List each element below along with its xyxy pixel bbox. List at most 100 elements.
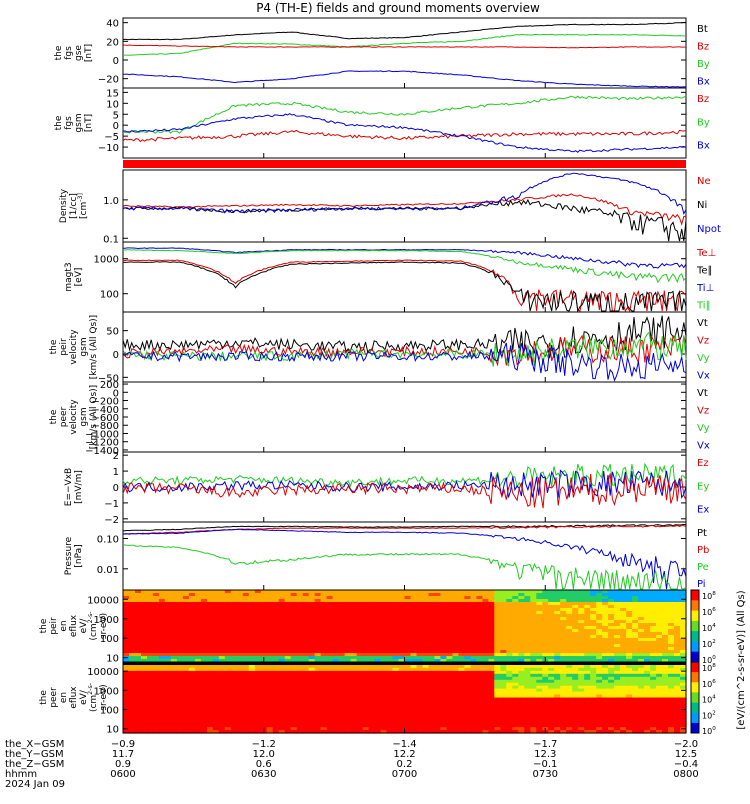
spectro-cell	[278, 712, 286, 716]
spectro-cell	[440, 647, 447, 651]
y-tick-label: 200	[100, 380, 119, 391]
spectro-cell	[326, 647, 334, 651]
spectro-cell	[380, 718, 388, 722]
spectro-cell	[422, 721, 430, 725]
spectro-cell	[164, 611, 172, 615]
spectro-cell	[260, 673, 268, 678]
spectro-cell	[464, 611, 471, 615]
spectro-cell	[260, 611, 268, 615]
spectro-cell	[260, 718, 268, 722]
spectro-cell	[602, 596, 609, 600]
spectro-cell	[674, 676, 681, 681]
colorbar-tick: 100	[702, 655, 716, 665]
spectro-cell	[248, 596, 256, 600]
spectro-cell	[668, 593, 675, 597]
spectro-cell	[147, 590, 154, 594]
spectro-cell	[554, 691, 561, 696]
spectro-cell	[506, 724, 513, 728]
spectro-cell	[524, 706, 531, 710]
spectro-cell	[356, 694, 364, 699]
spectro-cell	[668, 715, 675, 719]
spectro-cell	[188, 682, 196, 687]
spectro-cell	[350, 673, 358, 678]
spectro-cell	[608, 688, 615, 693]
spectro-cell	[224, 703, 232, 707]
legend-Bz: Bz	[697, 94, 709, 105]
spectro-cell	[410, 712, 418, 716]
spectro-cell	[362, 706, 370, 710]
spectro-cell	[572, 629, 579, 633]
spectro-cell	[488, 712, 495, 716]
spectro-cell	[632, 599, 639, 603]
spectro-cell	[272, 611, 280, 615]
spectro-cell	[176, 590, 184, 594]
spectro-cell	[386, 647, 394, 651]
spectro-cell	[320, 679, 328, 684]
spectro-cell	[152, 605, 160, 609]
spectro-cell	[212, 599, 220, 603]
spectro-cell	[512, 599, 519, 603]
spectro-cell	[680, 629, 687, 633]
spectro-cell	[302, 679, 310, 684]
spectro-cell	[206, 608, 214, 612]
spectro-cell	[248, 632, 256, 636]
spectro-cell	[380, 629, 388, 633]
spectro-cell	[236, 697, 244, 702]
spectro-cell	[530, 629, 537, 633]
spectro-cell	[356, 712, 364, 716]
spectro-cell	[141, 682, 148, 687]
spectro-cell	[464, 656, 471, 660]
x-row-value: 11.7	[112, 749, 134, 760]
spectro-cell	[548, 709, 555, 713]
spectro-cell	[272, 718, 280, 722]
spectro-cell	[212, 614, 220, 618]
spectro-cell	[674, 706, 681, 710]
spectro-cell	[422, 700, 430, 705]
spectro-cell	[332, 682, 340, 687]
spectro-cell	[554, 730, 561, 734]
spectro-cell	[302, 605, 310, 609]
spectro-cell	[632, 650, 639, 654]
spectro-cell	[578, 706, 585, 710]
spectro-cell	[320, 614, 328, 618]
spectro-cell	[338, 599, 346, 603]
spectro-cell	[368, 617, 376, 621]
spectro-cell	[674, 685, 681, 690]
spectro-cell	[350, 641, 358, 645]
spectro-cell	[308, 653, 316, 657]
spectro-cell	[248, 712, 256, 716]
spectro-cell	[147, 596, 154, 600]
spectro-cell	[518, 688, 525, 693]
spectro-cell	[488, 682, 495, 687]
spectro-cell	[206, 679, 214, 684]
spectro-cell	[668, 700, 675, 705]
spectro-cell	[404, 700, 412, 705]
spectro-cell	[668, 608, 675, 612]
spectro-cell	[170, 709, 178, 713]
spectro-cell	[230, 676, 238, 681]
spectro-cell	[512, 605, 519, 609]
spectro-cell	[542, 644, 549, 648]
spectro-cell	[482, 721, 489, 725]
spectro-cell	[452, 685, 459, 690]
spectro-cell	[242, 596, 250, 600]
spectro-cell	[416, 626, 424, 630]
spectro-cell	[326, 682, 334, 687]
spectro-cell	[332, 673, 340, 678]
spectro-cell	[278, 602, 286, 606]
spectro-cell	[338, 620, 346, 624]
spectro-cell	[404, 620, 412, 624]
spectro-cell	[602, 599, 609, 603]
spectro-cell	[620, 593, 627, 597]
spectro-cell	[302, 727, 310, 731]
spectro-cell	[326, 653, 334, 657]
spectro-cell	[572, 602, 579, 606]
spectro-cell	[344, 697, 352, 702]
spectro-cell	[380, 709, 388, 713]
spectro-cell	[320, 605, 328, 609]
spectro-cell	[446, 706, 453, 710]
spectro-cell	[506, 596, 513, 600]
spectro-cell	[398, 656, 406, 660]
spectro-cell	[362, 718, 370, 722]
spectro-cell	[596, 596, 603, 600]
